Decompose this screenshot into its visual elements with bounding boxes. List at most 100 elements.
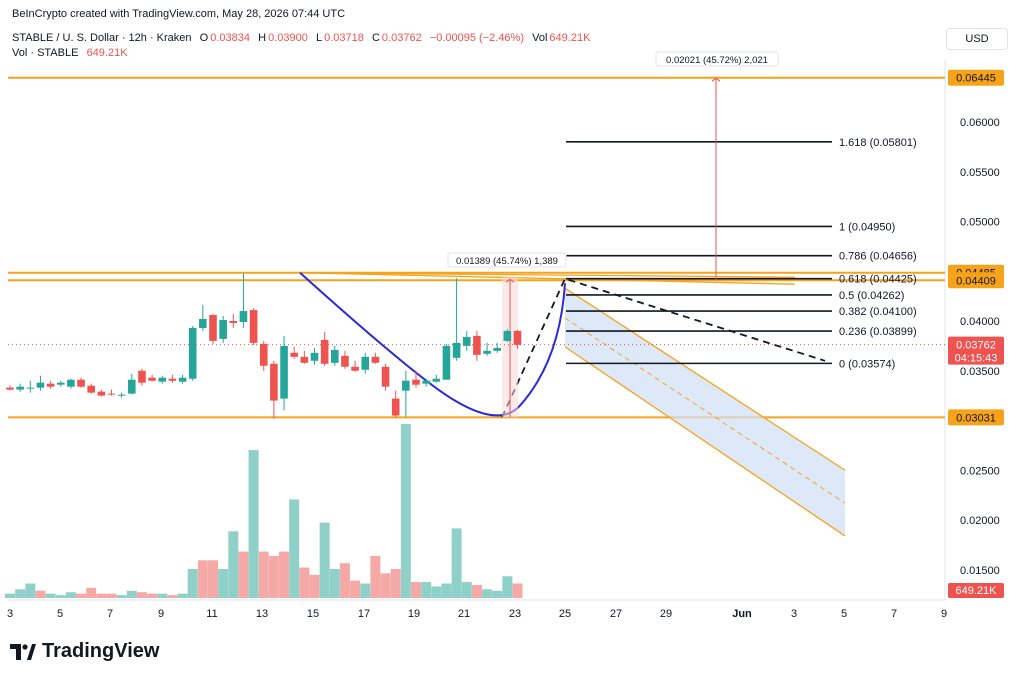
close-label: C (371, 32, 380, 44)
symbol-legend: STABLE / U. S. Dollar · 12h · Kraken O 0.… (12, 32, 592, 44)
fib-level-label: 0.382 (0.04100) (839, 306, 917, 318)
time-tick-label: 11 (206, 608, 217, 620)
vol-value: 649.21K (549, 32, 591, 44)
volume-legend-label[interactable]: Vol · STABLE (12, 47, 79, 59)
fib-level-label: 0.5 (0.04262) (839, 290, 904, 302)
volume-bar (339, 563, 350, 598)
chart-credit: BeInCrypto created with TradingView.com,… (12, 8, 346, 20)
fib-level-label: 0.236 (0.03899) (839, 326, 917, 338)
volume-bar (390, 569, 401, 598)
candle-body (6, 387, 14, 390)
candle-body (310, 352, 319, 361)
time-tick-label: 9 (158, 608, 164, 620)
candle-body (97, 391, 106, 396)
volume-bar (116, 595, 127, 598)
measure-label: 0.01389 (45.74%) 1,389 (456, 256, 558, 267)
volume-bar (35, 590, 46, 598)
currency-button[interactable]: USD (946, 28, 1008, 50)
high-label: H (258, 32, 267, 44)
low-value: 0.03718 (324, 32, 364, 44)
dashed-projection-path (501, 277, 826, 418)
candle-body (422, 380, 430, 384)
volume-bar (492, 590, 503, 598)
tradingview-logo[interactable]: TradingView (10, 640, 159, 663)
candle-body (128, 379, 136, 394)
time-tick-label: 3 (7, 608, 13, 620)
candle-body (26, 387, 35, 389)
candle-body (168, 378, 177, 381)
candle-body (432, 378, 441, 382)
volume-bar (177, 593, 188, 598)
time-tick-label: 27 (610, 608, 622, 620)
candle-body (107, 393, 116, 395)
volume-badge-label: 649.21K (956, 585, 998, 597)
candle-body (320, 339, 329, 364)
time-tick-label: 29 (660, 608, 672, 620)
candle-body (158, 377, 167, 382)
volume-bar (299, 567, 310, 598)
low-label: L (315, 32, 323, 44)
time-tick-label: 25 (559, 608, 571, 620)
volume-bar (65, 592, 76, 598)
candle-body (178, 377, 187, 382)
volume-bar (471, 584, 482, 598)
volume-legend-value: 649.21K (86, 47, 128, 59)
volume-bar (187, 569, 198, 598)
candle-body (270, 363, 278, 401)
current-price-badge (948, 336, 1004, 365)
target-label: 0.02021 (45.72%) 2,021 (666, 55, 768, 66)
trendline-lower (299, 272, 796, 278)
volume-bar (147, 593, 158, 598)
candle-body (16, 386, 24, 390)
volume-bar (482, 589, 493, 598)
open-value: 0.03834 (210, 32, 250, 44)
time-tick-label: 3 (791, 608, 797, 620)
symbol-name[interactable]: STABLE / U. S. Dollar · 12h · Kraken (12, 32, 192, 44)
candle-body (513, 330, 522, 345)
candle-body (138, 370, 146, 383)
close-value: 0.03762 (381, 32, 422, 44)
volume-bar (380, 573, 391, 598)
price-tick-label: 0.04000 (960, 316, 1000, 328)
channel-lower-line (564, 346, 846, 537)
volume-bar (76, 593, 87, 598)
time-tick-label: 9 (941, 608, 947, 620)
candle-body (473, 335, 481, 355)
volume-bar (441, 583, 452, 598)
fib-level-label: 0.618 (0.04425) (839, 274, 917, 286)
candle-body (442, 345, 451, 380)
volume-bar (279, 551, 290, 598)
volume-bar (167, 595, 178, 598)
horizontal-level-label: 0.04409 (956, 275, 996, 287)
volume-bar (451, 528, 462, 598)
candle-body (36, 382, 45, 388)
time-tick-label: 7 (891, 608, 897, 620)
candle-body (452, 342, 461, 358)
candle-body (381, 366, 390, 387)
target-arrowhead (711, 77, 721, 82)
candle-body (117, 394, 126, 396)
volume-bar (502, 576, 513, 598)
candle-body (87, 385, 95, 393)
volume-bar (86, 587, 97, 598)
candle-body (331, 349, 339, 363)
volume-bar (5, 593, 15, 598)
volume-bar (512, 583, 523, 598)
time-tick-label: 15 (307, 608, 319, 620)
volume-bar (289, 499, 300, 598)
price-tick-label: 0.03500 (960, 366, 1000, 378)
candle-body (219, 320, 227, 339)
fib-level-label: 1.618 (0.05801) (839, 137, 917, 149)
horizontal-level-badge (948, 409, 1004, 426)
fib-level-label: 0.786 (0.04656) (839, 251, 917, 263)
time-tick-label: Jun (732, 608, 752, 620)
countdown-label: 04:15:43 (955, 353, 998, 365)
volume-bar (218, 569, 229, 598)
horizontal-level-badge (948, 69, 1004, 86)
candle-body (493, 347, 501, 351)
price-tick-label: 0.02500 (960, 465, 1000, 477)
candle-body (402, 380, 410, 391)
volume-bar (421, 582, 432, 598)
volume-bar (55, 595, 66, 598)
